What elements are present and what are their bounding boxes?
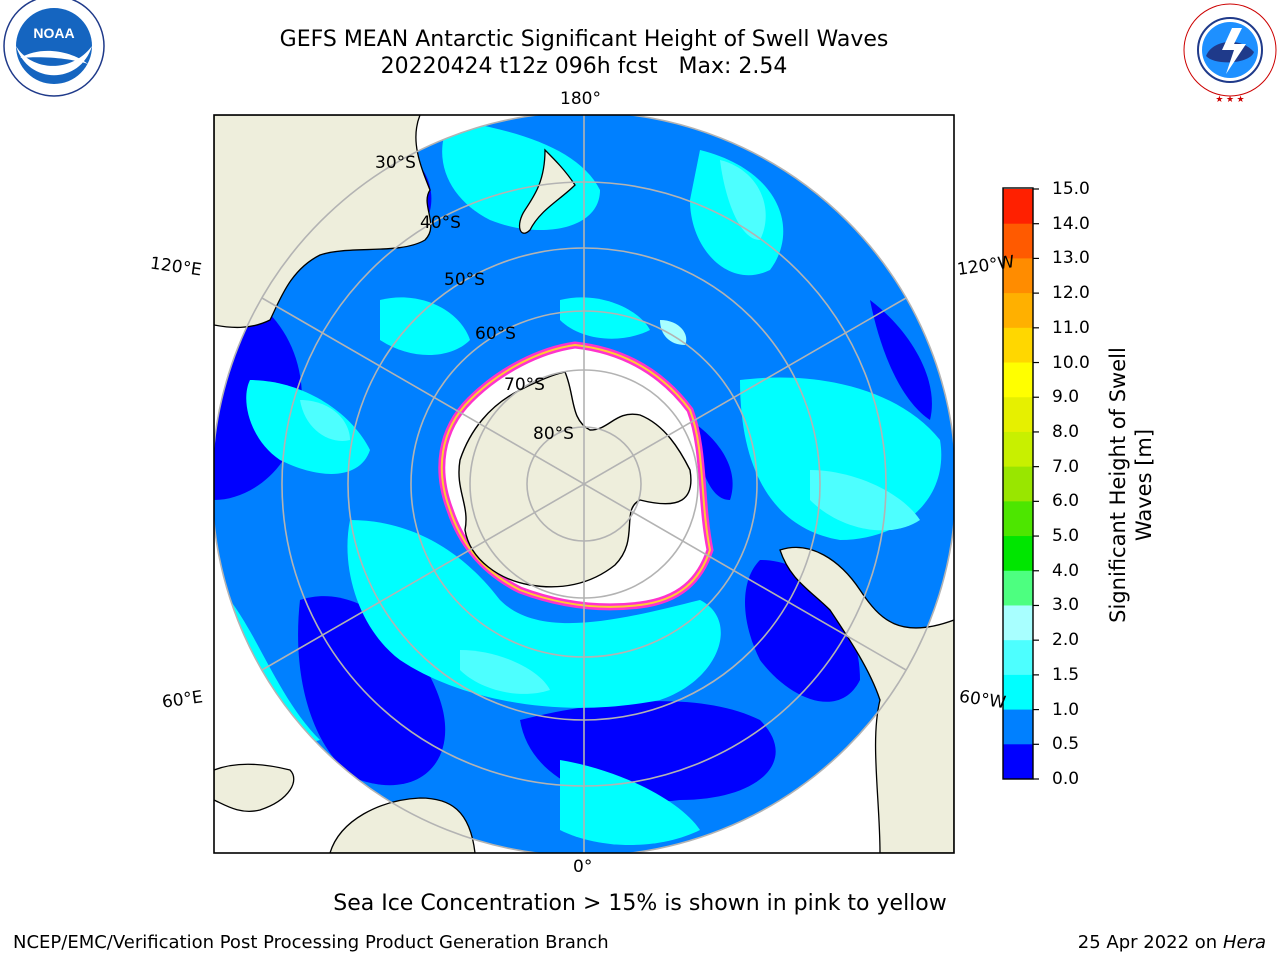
noaa-logo: NOAA xyxy=(3,0,105,97)
colorbar-segment xyxy=(1003,570,1033,606)
colorbar-segment xyxy=(1003,258,1033,294)
colorbar-segment xyxy=(1003,640,1033,676)
colorbar-tick-label: 13.0 xyxy=(1052,248,1090,269)
colorbar-segment xyxy=(1003,744,1033,780)
colorbar-tick-label: 10.0 xyxy=(1052,352,1090,373)
colorbar-tick-label: 7.0 xyxy=(1052,456,1080,477)
footer-org: NCEP/EMC/Verification Post Processing Pr… xyxy=(13,932,609,953)
map-area xyxy=(214,115,954,853)
lat-label-50s: 50°S xyxy=(444,270,485,290)
colorbar-tick-label: 11.0 xyxy=(1052,317,1090,338)
colorbar-tick-label: 6.0 xyxy=(1052,491,1080,512)
colorbar-tick-label: 5.0 xyxy=(1052,526,1080,547)
lat-label-70s: 70°S xyxy=(504,375,545,395)
colorbar-tick-label: 12.0 xyxy=(1052,283,1090,304)
footer-date: 25 Apr 2022 on Hera xyxy=(1078,932,1266,953)
lon-label-0: 0° xyxy=(573,857,593,877)
land xyxy=(214,115,954,853)
colorbar-segment xyxy=(1003,536,1033,572)
footer-host: Hera xyxy=(1222,932,1266,953)
map-frame xyxy=(213,114,955,854)
colorbar-segment xyxy=(1003,362,1033,398)
sea-ice-note: Sea Ice Concentration > 15% is shown in … xyxy=(333,891,947,916)
graticule xyxy=(214,115,954,853)
lat-label-30s: 30°S xyxy=(375,153,416,173)
colorbar-segment xyxy=(1003,189,1033,225)
colorbar-segment xyxy=(1003,327,1033,364)
colorbar-segment xyxy=(1003,466,1033,502)
lon-label-180: 180° xyxy=(560,89,601,109)
chart-subtitle: 20220424 t12z 096h fcst Max: 2.54 xyxy=(380,54,788,79)
colorbar-tick-label: 2.0 xyxy=(1052,630,1080,651)
colorbar-label-line2: Waves [m] xyxy=(1132,428,1156,542)
lat-label-40s: 40°S xyxy=(420,213,461,233)
colorbar-label-line1: Significant Height of Swell xyxy=(1106,347,1130,623)
colorbar-label: Significant Height of Swell Waves [m] xyxy=(1105,275,1157,695)
colorbar-segment xyxy=(1003,223,1033,259)
colorbar-segment xyxy=(1003,431,1033,468)
colorbar-tick-label: 8.0 xyxy=(1052,421,1080,442)
colorbar-tick-label: 14.0 xyxy=(1052,213,1090,234)
colorbar-segment xyxy=(1003,605,1033,641)
colorbar-tick-label: 0.0 xyxy=(1052,769,1080,789)
colorbar-segment xyxy=(1003,709,1033,745)
noaa-logo-text: NOAA xyxy=(33,25,74,41)
colorbar-tick-label: 9.0 xyxy=(1052,387,1080,408)
colorbar-segment xyxy=(1003,397,1033,433)
colorbar-tick-label: 0.5 xyxy=(1052,734,1080,755)
colorbar-tick-label: 3.0 xyxy=(1052,595,1080,616)
colorbar-tick-label: 1.0 xyxy=(1052,699,1080,720)
colorbar-tick-label: 4.0 xyxy=(1052,560,1080,581)
nws-logo: ★ ★ ★ xyxy=(1183,3,1277,104)
footer-date-text: 25 Apr 2022 on xyxy=(1077,932,1223,953)
lat-label-60s: 60°S xyxy=(475,324,516,344)
colorbar-tick-label: 1.5 xyxy=(1052,664,1080,685)
colorbar-segment xyxy=(1003,293,1033,329)
lat-label-80s: 80°S xyxy=(533,424,574,444)
chart-title: GEFS MEAN Antarctic Significant Height o… xyxy=(279,27,889,52)
colorbar xyxy=(1002,187,1039,780)
colorbar-segment xyxy=(1003,674,1033,711)
colorbar-segment xyxy=(1003,501,1033,537)
svg-text:★ ★ ★: ★ ★ ★ xyxy=(1215,94,1244,104)
colorbar-tick-label: 15.0 xyxy=(1052,179,1090,199)
